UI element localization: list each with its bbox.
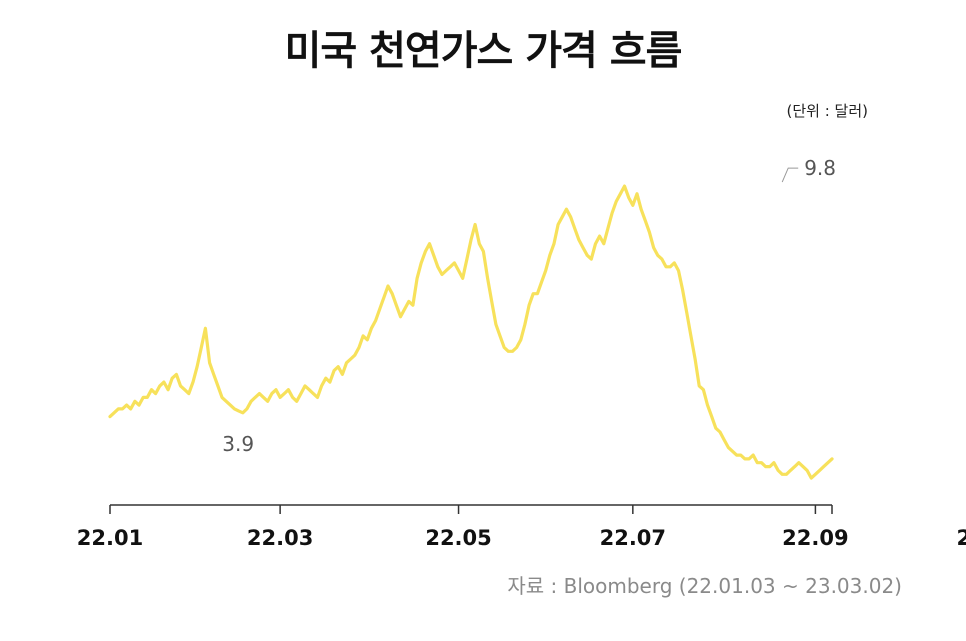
x-tick-label: 22.05	[425, 526, 491, 550]
series-line	[108, 184, 834, 480]
chart-title: 미국 천연가스 가격 흐름	[284, 28, 683, 74]
x-tick-label: 22.11	[956, 526, 966, 550]
series-group	[108, 184, 834, 480]
unit-label: (단위 : 달러)	[786, 102, 869, 120]
x-tick-label: 22.07	[600, 526, 666, 550]
source-note: 자료 : Bloomberg (22.01.03 ~ 23.03.02)	[507, 574, 902, 598]
x-tick-label: 22.03	[247, 526, 313, 550]
annotation-label: 3.9	[222, 432, 254, 456]
x-tick-label: 22.09	[782, 526, 848, 550]
x-tick-label: 22.01	[77, 526, 143, 550]
annotations: 3.99.82.7	[222, 156, 836, 456]
annotation-label: 9.8	[804, 156, 836, 180]
annotation-leader	[781, 167, 799, 183]
